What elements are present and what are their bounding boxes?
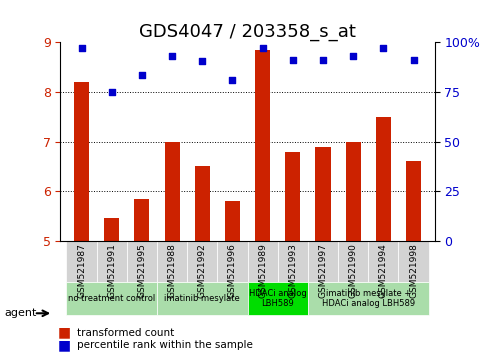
Bar — [285, 152, 300, 241]
Text: GSM521987: GSM521987 — [77, 243, 86, 298]
Bar — [346, 142, 361, 241]
Bar — [74, 82, 89, 241]
FancyBboxPatch shape — [248, 241, 278, 281]
Point — [349, 53, 357, 59]
Text: GSM521989: GSM521989 — [258, 243, 267, 298]
FancyBboxPatch shape — [217, 241, 248, 281]
Title: GDS4047 / 203358_s_at: GDS4047 / 203358_s_at — [139, 23, 356, 41]
FancyBboxPatch shape — [278, 241, 308, 281]
Bar — [165, 142, 180, 241]
Bar — [195, 166, 210, 241]
Point — [319, 57, 327, 63]
Text: no treatment control: no treatment control — [68, 294, 156, 303]
Text: HDACi analog
LBH589: HDACi analog LBH589 — [249, 289, 307, 308]
Bar — [406, 161, 421, 241]
FancyBboxPatch shape — [157, 282, 248, 315]
Text: agent: agent — [5, 308, 37, 318]
Point — [289, 57, 297, 63]
Text: ■: ■ — [58, 326, 71, 340]
Text: GSM521993: GSM521993 — [288, 243, 298, 298]
Text: ■: ■ — [58, 338, 71, 352]
Text: GSM521995: GSM521995 — [137, 243, 146, 298]
FancyBboxPatch shape — [369, 241, 398, 281]
FancyBboxPatch shape — [248, 282, 308, 315]
Text: GSM521991: GSM521991 — [107, 243, 116, 298]
Text: GSM521996: GSM521996 — [228, 243, 237, 298]
Point — [78, 46, 85, 51]
Text: GSM521994: GSM521994 — [379, 243, 388, 298]
Text: GSM521990: GSM521990 — [349, 243, 358, 298]
Text: percentile rank within the sample: percentile rank within the sample — [77, 340, 253, 350]
Text: GSM521997: GSM521997 — [318, 243, 327, 298]
Point — [380, 46, 387, 51]
Point — [199, 58, 206, 64]
FancyBboxPatch shape — [187, 241, 217, 281]
Bar — [104, 218, 119, 241]
Point — [410, 57, 417, 63]
Bar — [315, 147, 330, 241]
FancyBboxPatch shape — [67, 282, 157, 315]
FancyBboxPatch shape — [97, 241, 127, 281]
Point — [228, 77, 236, 82]
Bar — [376, 117, 391, 241]
Text: imatinib mesylate: imatinib mesylate — [164, 294, 240, 303]
FancyBboxPatch shape — [127, 241, 157, 281]
Bar — [225, 201, 240, 241]
FancyBboxPatch shape — [338, 241, 369, 281]
Point — [168, 53, 176, 59]
Text: GSM521988: GSM521988 — [168, 243, 177, 298]
FancyBboxPatch shape — [398, 241, 429, 281]
Point — [108, 89, 115, 95]
Text: GSM521992: GSM521992 — [198, 243, 207, 298]
FancyBboxPatch shape — [67, 241, 97, 281]
Text: transformed count: transformed count — [77, 328, 174, 338]
Point — [138, 72, 146, 78]
Bar — [255, 50, 270, 241]
Bar — [134, 199, 149, 241]
FancyBboxPatch shape — [308, 282, 429, 315]
Text: GSM521998: GSM521998 — [409, 243, 418, 298]
FancyBboxPatch shape — [157, 241, 187, 281]
Point — [259, 46, 267, 51]
Text: imatinib mesylate +
HDACi analog LBH589: imatinib mesylate + HDACi analog LBH589 — [322, 289, 415, 308]
FancyBboxPatch shape — [308, 241, 338, 281]
